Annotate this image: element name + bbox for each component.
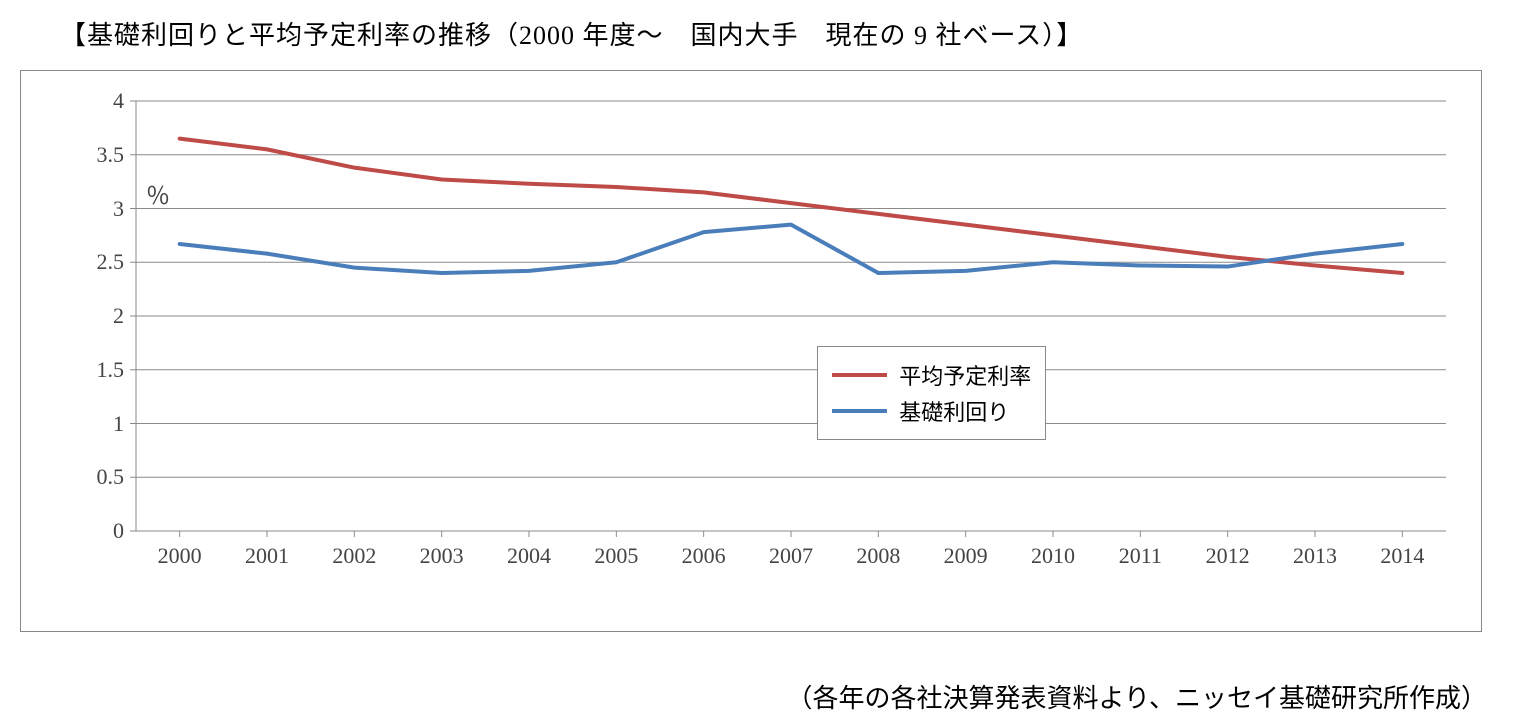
- y-tick-label: 0.5: [84, 464, 124, 490]
- legend-label: 基礎利回り: [899, 395, 1009, 427]
- x-tick-label: 2000: [140, 543, 220, 569]
- source-note: （各年の各社決算発表資料より、ニッセイ基礎研究所作成）: [787, 678, 1487, 715]
- x-tick-label: 2014: [1362, 543, 1442, 569]
- chart-frame: 0 0.5 1 1.5 2 2.5 3 3.5 4 ％ 2000 2001 2002 2003 2004…: [20, 70, 1482, 632]
- chart-title: 【基礎利回りと平均予定利率の推移（2000 年度～ 国内大手 現在の 9 社ベー…: [60, 15, 1083, 52]
- legend: 平均予定利率基礎利回り: [817, 346, 1046, 440]
- y-tick-label: 3: [84, 196, 124, 222]
- x-tick-label: 2012: [1188, 543, 1268, 569]
- y-tick-label: 4: [84, 88, 124, 114]
- y-tick-label: 1.5: [84, 357, 124, 383]
- x-tick-label: 2001: [227, 543, 307, 569]
- y-tick-label: 1: [84, 411, 124, 437]
- y-tick-label: 2: [84, 303, 124, 329]
- legend-row: 基礎利回り: [832, 395, 1031, 427]
- x-tick-label: 2011: [1100, 543, 1180, 569]
- x-tick-label: 2013: [1275, 543, 1355, 569]
- x-tick-label: 2005: [576, 543, 656, 569]
- legend-swatch: [832, 409, 887, 413]
- x-tick-label: 2003: [402, 543, 482, 569]
- legend-swatch: [832, 373, 887, 377]
- x-tick-label: 2010: [1013, 543, 1093, 569]
- x-tick-label: 2007: [751, 543, 831, 569]
- plot-area: 0 0.5 1 1.5 2 2.5 3 3.5 4 ％ 2000 2001 2002 2003 2004…: [86, 91, 1456, 571]
- x-tick-label: 2004: [489, 543, 569, 569]
- x-tick-label: 2009: [926, 543, 1006, 569]
- y-tick-label: 2.5: [84, 249, 124, 275]
- legend-label: 平均予定利率: [899, 359, 1031, 391]
- y-tick-label: 3.5: [84, 142, 124, 168]
- x-tick-label: 2002: [314, 543, 394, 569]
- x-tick-label: 2008: [838, 543, 918, 569]
- y-tick-label: 0: [84, 518, 124, 544]
- legend-row: 平均予定利率: [832, 359, 1031, 391]
- chart-svg: [86, 91, 1456, 571]
- page-root: 【基礎利回りと平均予定利率の推移（2000 年度～ 国内大手 現在の 9 社ベー…: [0, 0, 1527, 727]
- x-tick-label: 2006: [664, 543, 744, 569]
- percent-label: ％: [146, 176, 170, 211]
